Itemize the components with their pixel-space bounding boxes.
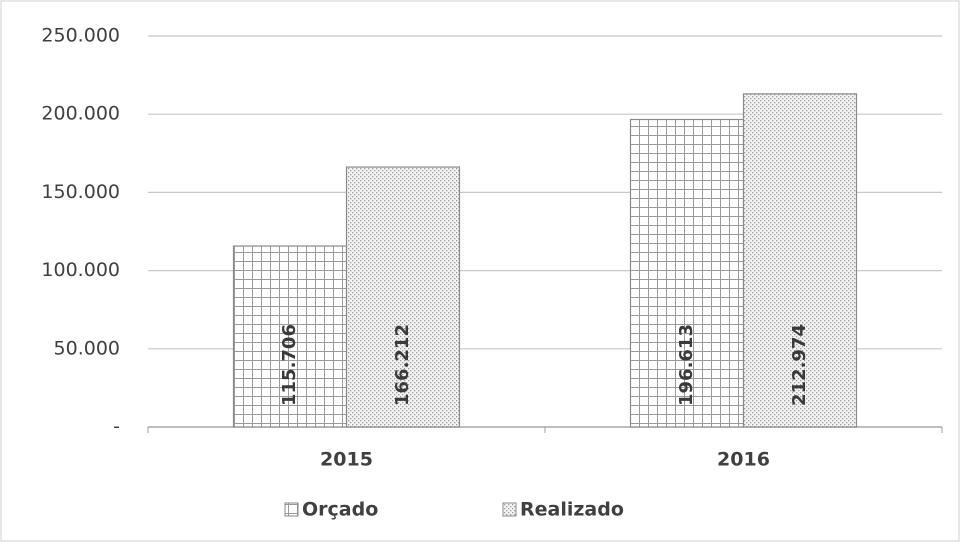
bar [629,118,745,428]
value-label: 212.974 [789,324,810,406]
bar [742,93,858,428]
legend-label: Realizado [520,499,624,521]
y-tick-label: 100.000 [41,259,120,281]
y-tick-label: - [113,416,120,438]
y-tick-label: 150.000 [41,181,120,203]
value-label: 166.212 [392,324,413,406]
value-label: 196.613 [676,324,697,406]
x-tick-label: 2016 [717,449,770,471]
bar [232,245,348,428]
x-tick-label: 2015 [320,449,373,471]
bar [345,166,461,428]
legend-swatch [284,502,299,517]
legend-swatch [502,502,517,517]
legend-label: Orçado [302,499,378,521]
y-tick-label: 200.000 [41,103,120,125]
y-tick-label: 250.000 [41,25,120,47]
value-label: 115.706 [279,324,300,406]
y-tick-label: 50.000 [54,337,120,359]
